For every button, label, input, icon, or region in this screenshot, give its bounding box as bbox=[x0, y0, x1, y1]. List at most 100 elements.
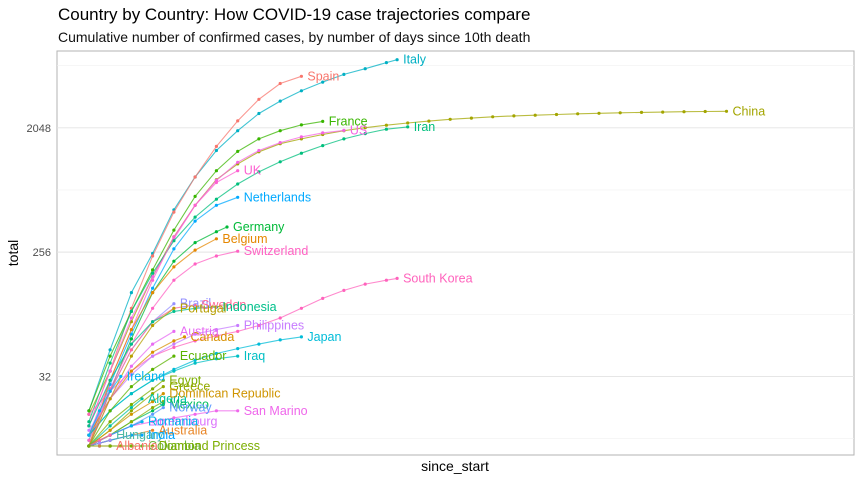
series-line bbox=[88, 398, 143, 447]
data-point bbox=[108, 348, 112, 352]
data-point bbox=[395, 58, 399, 62]
series-iran bbox=[87, 125, 410, 424]
series-label-luxembourg: Luxembourg bbox=[148, 415, 218, 429]
data-point bbox=[151, 387, 155, 391]
data-point bbox=[97, 441, 102, 445]
data-point bbox=[639, 110, 644, 114]
series-netherlands bbox=[87, 195, 240, 442]
data-point bbox=[214, 351, 218, 356]
series-label-albania: Albania bbox=[116, 439, 158, 453]
data-point bbox=[576, 112, 580, 116]
data-point bbox=[236, 169, 240, 173]
data-point bbox=[172, 416, 176, 420]
data-point bbox=[129, 373, 133, 377]
series-label-dominican-republic: Dominican Republic bbox=[169, 387, 280, 401]
data-point bbox=[151, 378, 155, 382]
series-diamond-princess bbox=[87, 444, 155, 448]
data-point bbox=[151, 271, 155, 275]
data-point bbox=[151, 254, 155, 258]
data-point bbox=[151, 406, 155, 410]
data-point bbox=[257, 97, 261, 101]
series-label-japan: Japan bbox=[307, 330, 341, 344]
series-label-mexico: Mexico bbox=[169, 398, 209, 412]
data-point bbox=[214, 357, 218, 361]
series-label-norway: Norway bbox=[169, 401, 212, 415]
data-point bbox=[172, 210, 176, 214]
plot-panel bbox=[56, 50, 855, 456]
data-point bbox=[172, 309, 176, 313]
data-point bbox=[140, 420, 144, 424]
series-label-belgium: Belgium bbox=[222, 232, 267, 246]
data-point bbox=[129, 444, 133, 448]
data-point bbox=[236, 149, 240, 153]
data-point bbox=[193, 361, 197, 365]
data-point bbox=[161, 385, 165, 389]
data-point bbox=[129, 433, 133, 437]
data-point bbox=[129, 409, 133, 413]
data-point bbox=[172, 278, 176, 282]
y-tick-label: 2048 bbox=[27, 123, 51, 135]
series-lines bbox=[87, 58, 729, 448]
series-label-austria: Austria bbox=[180, 324, 219, 338]
data-point bbox=[108, 424, 112, 428]
data-point bbox=[236, 354, 240, 358]
data-point bbox=[406, 121, 410, 125]
data-point bbox=[225, 225, 229, 229]
data-point bbox=[129, 309, 133, 313]
series-label-australia: Australia bbox=[159, 423, 208, 437]
data-point bbox=[214, 180, 218, 185]
series-label-iran: Iran bbox=[414, 120, 436, 134]
data-point bbox=[151, 268, 155, 272]
data-point bbox=[151, 291, 155, 295]
data-point bbox=[193, 175, 197, 179]
data-point bbox=[363, 132, 367, 136]
data-point bbox=[299, 306, 303, 310]
data-point bbox=[87, 433, 91, 437]
data-point bbox=[384, 278, 388, 282]
series-indonesia bbox=[87, 305, 218, 428]
data-point bbox=[129, 291, 133, 295]
data-point bbox=[427, 119, 431, 123]
data-point bbox=[214, 203, 218, 207]
data-point bbox=[363, 282, 367, 286]
series-label-ireland: Ireland bbox=[127, 369, 165, 383]
data-point bbox=[299, 123, 303, 127]
data-point bbox=[129, 385, 133, 389]
data-point bbox=[87, 420, 91, 424]
series-label-romania: Romania bbox=[148, 415, 198, 429]
data-point bbox=[236, 182, 240, 186]
series-label-colombia: Colombia bbox=[148, 439, 201, 453]
series-label-san-marino: San Marino bbox=[244, 404, 308, 418]
data-point bbox=[151, 367, 155, 371]
data-point bbox=[257, 342, 261, 346]
data-point bbox=[299, 335, 303, 339]
series-label-brazil: Brazil bbox=[180, 297, 211, 311]
data-point bbox=[87, 424, 91, 428]
data-point bbox=[87, 438, 91, 442]
series-line bbox=[88, 355, 238, 436]
data-point bbox=[151, 323, 155, 328]
data-point bbox=[469, 116, 473, 120]
series-label-germany: Germany bbox=[233, 220, 285, 234]
data-point bbox=[278, 99, 282, 103]
data-point bbox=[151, 400, 155, 404]
data-point bbox=[214, 144, 218, 148]
data-point bbox=[193, 339, 197, 343]
data-point bbox=[129, 420, 133, 424]
data-point bbox=[257, 170, 261, 174]
series-label-portugal: Portugal bbox=[180, 301, 227, 315]
data-point bbox=[448, 117, 452, 121]
data-point bbox=[182, 335, 187, 339]
data-point bbox=[172, 302, 176, 306]
data-point bbox=[87, 428, 91, 432]
data-point bbox=[172, 306, 176, 310]
series-label-hungary: Hungary bbox=[116, 428, 164, 442]
data-point bbox=[129, 354, 133, 358]
data-point bbox=[214, 254, 218, 258]
series-label-indonesia: Indonesia bbox=[222, 300, 276, 314]
data-point bbox=[129, 369, 133, 373]
data-point bbox=[151, 420, 155, 424]
data-point bbox=[151, 306, 155, 310]
series-label-greece: Greece bbox=[169, 380, 210, 394]
